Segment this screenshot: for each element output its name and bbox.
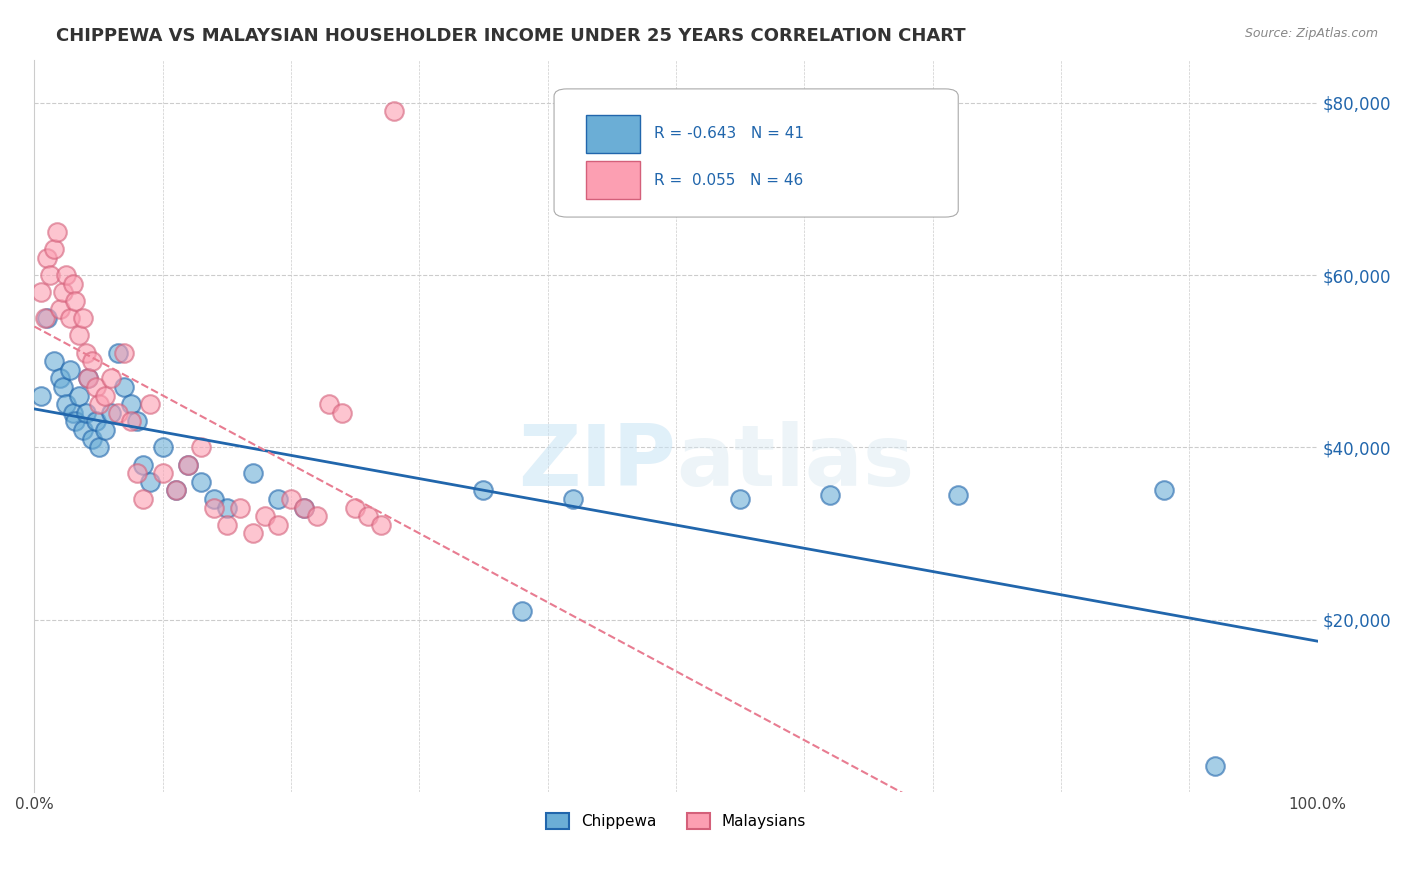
FancyBboxPatch shape [586,114,640,153]
Point [59,311,82,326]
Point [42,242,65,256]
Point [215,517,238,532]
Point [125,415,148,429]
Text: R = -0.643   N = 41: R = -0.643 N = 41 [654,126,804,141]
Point [46,225,69,239]
Point [38,268,60,282]
Point [1153,483,1175,498]
Point [472,483,495,498]
Point [267,491,290,506]
Point [67,389,90,403]
Point [84,380,107,394]
Point [202,500,225,515]
Point [382,104,405,119]
Point [75,345,97,359]
Point [139,397,162,411]
Point [254,509,277,524]
Text: R =  0.055   N = 46: R = 0.055 N = 46 [654,173,803,188]
Point [190,440,212,454]
Point [177,458,200,472]
Point [52,380,75,394]
Point [292,500,315,515]
Point [215,500,238,515]
Point [510,604,533,618]
Point [242,466,264,480]
Text: Source: ZipAtlas.com: Source: ZipAtlas.com [1244,27,1378,40]
Point [107,345,129,359]
Text: ZIP: ZIP [519,421,676,504]
Legend: Chippewa, Malaysians: Chippewa, Malaysians [540,807,813,836]
Point [120,415,142,429]
Point [77,371,100,385]
Point [34,311,56,326]
Point [728,491,751,506]
Point [818,488,841,502]
Point [318,397,340,411]
Point [52,285,75,300]
Point [357,509,380,524]
Point [292,500,315,515]
Point [100,406,122,420]
Point [305,509,328,524]
Point [107,406,129,420]
Text: CHIPPEWA VS MALAYSIAN HOUSEHOLDER INCOME UNDER 25 YEARS CORRELATION CHART: CHIPPEWA VS MALAYSIAN HOUSEHOLDER INCOME… [56,27,966,45]
Point [267,517,290,532]
Point [330,406,353,420]
Point [72,423,94,437]
Point [67,328,90,343]
Point [72,311,94,326]
FancyBboxPatch shape [554,89,959,217]
Point [190,475,212,489]
Point [165,483,187,498]
Point [125,466,148,480]
Point [280,491,302,506]
Point [948,488,970,502]
Text: atlas: atlas [676,421,914,504]
Point [139,475,162,489]
Point [49,302,72,317]
Point [42,354,65,368]
Point [75,406,97,420]
Point [87,440,110,454]
Point [100,371,122,385]
Point [94,389,117,403]
Point [77,371,100,385]
Point [152,466,174,480]
FancyBboxPatch shape [586,161,640,200]
Point [202,491,225,506]
Point [65,415,87,429]
Point [82,432,104,446]
Point [228,500,250,515]
Point [94,423,117,437]
Point [112,380,135,394]
Point [132,458,155,472]
Point [1204,759,1226,773]
Point [87,397,110,411]
Point [152,440,174,454]
Point [242,526,264,541]
Point [82,354,104,368]
Point [55,397,77,411]
Point [55,268,77,282]
Point [165,483,187,498]
Point [49,371,72,385]
Point [62,406,84,420]
Point [30,285,52,300]
Point [370,517,392,532]
Point [112,345,135,359]
Point [344,500,367,515]
Point [37,251,59,265]
Point [65,293,87,308]
Point [30,389,52,403]
Point [120,397,142,411]
Point [62,277,84,291]
Point [177,458,200,472]
Point [132,491,155,506]
Point [84,415,107,429]
Point [59,363,82,377]
Point [37,311,59,326]
Point [562,491,585,506]
